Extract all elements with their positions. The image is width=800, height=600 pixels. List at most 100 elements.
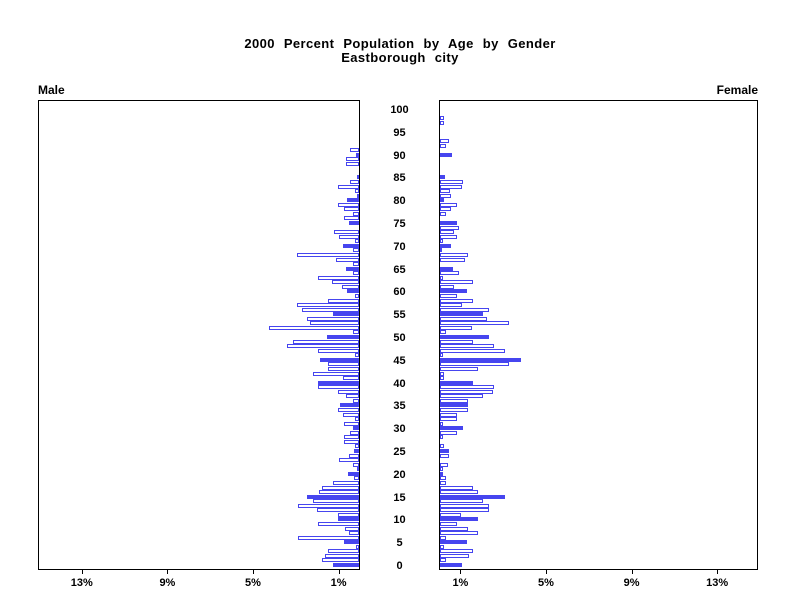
female-bar-age-35 [440,403,468,408]
male-bar-age-9 [318,522,359,526]
male-x-tick-label-5: 5% [245,577,261,589]
male-bar-age-6 [297,535,359,540]
age-tick-label-15: 15 [393,491,406,504]
male-x-tick-label-9: 9% [159,577,176,589]
female-bar-age-36 [440,398,468,403]
male-bar-age-50 [326,335,359,339]
male-bar-age-75 [348,221,359,225]
age-tick-label-85: 85 [393,172,406,185]
female-x-tick-1 [460,570,462,574]
female-bar-age-77 [440,211,447,216]
female-bar-age-39 [440,385,495,390]
female-bar-age-4 [440,544,445,549]
female-bar-age-48 [440,344,495,349]
female-bar-age-47 [440,348,506,353]
female-bar-age-25 [440,449,449,453]
female-bar-age-75 [440,221,457,225]
female-bar-age-18 [440,480,447,485]
female-bar-age-3 [440,549,473,554]
male-bar-age-52 [268,325,359,330]
female-bar-age-93 [440,138,450,143]
female-bar-age-13 [440,503,489,508]
male-bar-age-90 [355,152,359,157]
female-x-tick-5 [546,570,547,574]
age-tick-label-35: 35 [393,400,406,413]
female-bar-age-32 [440,417,457,422]
male-bar-age-64 [352,271,359,276]
male-bar-age-61 [341,284,359,289]
female-bar-age-63 [440,275,443,280]
female-bar-age-22 [440,462,449,467]
male-bar-age-7 [348,531,359,536]
male-bar-age-78 [343,207,359,212]
age-axis: 0 5 10 15 20 25 30 35 40 45 50 55 60 65 70 75 80 85 90 95 10… [360,100,439,572]
male-bar-age-10 [337,517,359,522]
male-bar-age-56 [301,307,359,312]
female-bar-age-5 [440,540,467,545]
male-bar-age-23 [338,458,359,463]
female-bar-age-78 [440,207,451,212]
female-bar-age-55 [440,312,483,317]
female-bar-age-73 [440,230,455,235]
male-bar-age-84 [350,180,359,184]
male-bar-age-21 [356,467,359,472]
age-tick-label-50: 50 [393,332,406,344]
male-axis-label: Male [38,83,65,97]
female-bar-age-68 [440,252,468,257]
female-bar-age-12 [440,508,489,513]
male-bar-age-47 [317,348,359,353]
male-bar-age-85 [356,175,359,180]
female-bar-age-64 [440,271,459,276]
male-bar-age-29 [350,430,359,435]
female-bar-age-16 [440,490,478,494]
male-bar-age-34 [337,408,359,412]
female-bar-age-97 [440,120,445,125]
female-x-tick-label-5: 5% [538,577,554,589]
female-bar-age-62 [440,280,473,285]
age-tick-label-90: 90 [393,149,406,162]
male-x-tick-5 [253,570,254,574]
male-bar-age-31 [344,421,359,426]
age-tick-label-55: 55 [393,309,406,322]
male-bar-age-59 [354,294,359,298]
female-bar-age-8 [440,526,468,531]
male-bar-age-88 [346,161,359,166]
male-bar-age-65 [346,266,359,271]
female-bar-age-40 [440,380,474,385]
female-bar-age-7 [440,531,478,536]
female-bar-age-33 [440,412,457,417]
female-bar-age-45 [440,357,522,362]
female-bar-age-83 [440,184,462,189]
female-bar-age-0 [440,563,462,567]
male-bar-age-18 [332,480,359,485]
female-bar-age-17 [440,485,473,490]
male-bar-age-76 [343,216,359,221]
male-bar-age-32 [354,417,359,422]
female-bar-age-59 [440,294,457,298]
age-tick-label-20: 20 [393,468,406,481]
female-bar-age-49 [440,339,473,344]
female-bar-age-51 [440,330,447,335]
age-tick-label-95: 95 [393,126,406,139]
age-tick-label-60: 60 [393,286,406,299]
male-x-tick-13 [81,570,83,574]
male-bar-age-11 [337,512,359,517]
female-bar-age-10 [440,517,478,522]
female-bar-age-53 [440,321,509,326]
female-bar-age-19 [440,476,447,481]
age-tick-label-5: 5 [396,537,403,550]
male-x-tick-1 [338,570,340,574]
female-bar-age-31 [440,421,443,426]
male-bar-age-2 [324,553,359,558]
male-bar-age-28 [344,435,359,440]
male-bar-age-77 [352,211,359,216]
age-tick-label-100: 100 [390,104,409,116]
female-x-tick-label-13: 13% [706,577,729,589]
female-x-tick-label-9: 9% [623,577,640,589]
male-bar-age-44 [327,362,359,367]
female-bar-age-69 [440,248,443,253]
female-bar-age-65 [440,266,453,271]
male-bar-age-66 [352,262,359,266]
male-bar-age-17 [322,485,359,490]
